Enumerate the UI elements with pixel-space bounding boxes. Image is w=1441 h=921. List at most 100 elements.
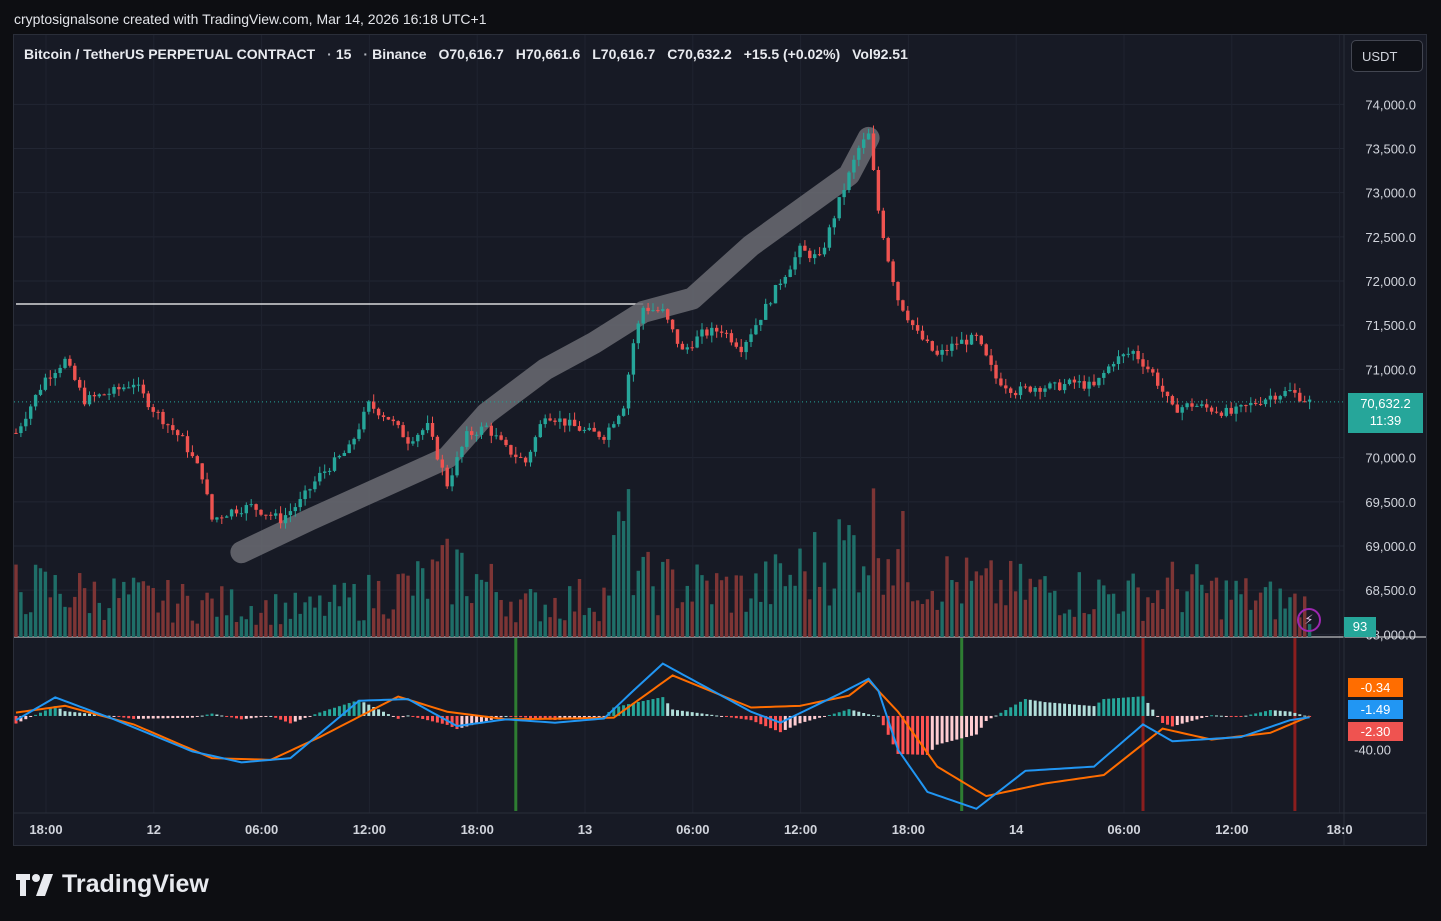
candle-body	[1249, 402, 1253, 406]
symbol-name[interactable]: Bitcoin / TetherUS PERPETUAL CONTRACT	[24, 46, 316, 62]
macd-histogram-bar	[852, 710, 856, 716]
volume-bar	[1097, 579, 1101, 637]
candle-body	[1053, 382, 1057, 384]
candle-body	[754, 325, 758, 335]
volume-bar	[494, 592, 498, 637]
volume-bar	[1283, 608, 1287, 637]
macd-histogram-bar	[323, 710, 327, 716]
macd-histogram-bar	[1092, 706, 1096, 716]
macd-histogram-bar	[141, 715, 145, 719]
candle-body	[739, 346, 743, 353]
candle-body	[1116, 356, 1121, 365]
candle-body	[102, 394, 106, 396]
candle-body	[484, 425, 489, 427]
macd-histogram-bar	[1268, 710, 1272, 716]
volume-bar	[1092, 609, 1096, 637]
volume-bar	[519, 599, 523, 637]
volume-bar	[509, 601, 513, 637]
interval-label[interactable]: 15	[335, 46, 352, 62]
signal-badge: -0.34	[1348, 678, 1403, 697]
macd-histogram-bar	[239, 715, 243, 720]
volume-bar	[1254, 600, 1258, 637]
candle-body	[597, 431, 601, 437]
volume-bar	[1121, 611, 1126, 637]
volume-bar	[430, 559, 435, 637]
macd-histogram-bar	[29, 715, 33, 718]
tradingview-wordmark: TradingView	[62, 870, 209, 898]
macd-histogram-bar	[597, 715, 601, 717]
volume-bar	[362, 620, 366, 637]
candle-body	[249, 504, 253, 506]
candle-body	[58, 367, 62, 374]
macd-histogram-bar	[215, 714, 219, 716]
macd-histogram-bar	[837, 712, 841, 716]
candle-body	[180, 435, 185, 437]
volume-bar	[323, 615, 327, 637]
macd-histogram-bar	[965, 715, 969, 738]
volume-bar	[739, 575, 743, 637]
macd-histogram-bar	[514, 715, 518, 717]
volume-bar	[935, 609, 939, 637]
time-tick-label: 12:00	[353, 822, 386, 837]
chart-panel[interactable]: 74,000.0 73,500.0 73,000.0 72,500.0 72,000.0…	[13, 34, 1427, 846]
volume-bar	[1205, 593, 1209, 637]
macd-histogram-bar	[284, 715, 287, 722]
lightning-icon[interactable]: ⚡	[1297, 608, 1321, 632]
tradingview-logo[interactable]: TradingView	[16, 870, 209, 899]
candle-body	[1263, 399, 1268, 405]
candle-body	[523, 457, 528, 463]
currency-button[interactable]: USDT	[1351, 40, 1423, 72]
macd-histogram-bar	[1190, 715, 1194, 721]
candle-body	[278, 513, 283, 524]
macd-histogram-bar	[636, 702, 640, 716]
volume-bar	[1200, 584, 1204, 637]
macd-histogram-bar	[73, 712, 77, 716]
macd-histogram-bar	[1161, 715, 1165, 723]
volume-bar	[945, 556, 949, 637]
candle-body	[729, 333, 734, 343]
macd-histogram-bar	[519, 715, 523, 718]
candle-body	[78, 379, 82, 388]
open-value: O70,616.7	[438, 46, 504, 62]
candle-body	[136, 384, 141, 386]
candle-body	[1013, 392, 1018, 396]
candle-body	[288, 511, 293, 516]
volume-bar	[200, 600, 204, 637]
volume-bar	[808, 599, 812, 637]
candle-body	[1244, 405, 1248, 407]
macd-histogram-bar	[406, 715, 410, 717]
macd-histogram-bar	[930, 715, 934, 750]
macd-histogram-bar	[92, 714, 96, 716]
macd-histogram-bar	[426, 715, 430, 721]
candle-body	[744, 341, 748, 353]
volume-bar	[1263, 587, 1268, 637]
volume-bar	[719, 580, 724, 637]
volume-bar	[484, 581, 489, 637]
macd-histogram-bar	[582, 715, 586, 718]
candle-body	[626, 374, 631, 409]
price-chart[interactable]: 74,000.0 73,500.0 73,000.0 72,500.0 72,000.0…	[14, 35, 1427, 846]
candle-body	[474, 434, 479, 436]
candle-body	[308, 489, 312, 491]
candle-body	[1131, 351, 1135, 354]
macd-histogram-bar	[318, 712, 322, 716]
candle-body	[372, 401, 376, 409]
macd-histogram-bar	[1009, 707, 1013, 716]
macd-histogram-bar	[602, 715, 606, 717]
candle-body	[1077, 381, 1081, 383]
volume-bar	[33, 564, 38, 637]
candle-body	[1087, 381, 1091, 389]
volume-bar	[1244, 578, 1248, 637]
macd-histogram-bar	[641, 701, 645, 716]
candle-body	[558, 418, 562, 422]
volume-bar	[254, 624, 258, 637]
candle-body	[303, 490, 307, 500]
macd-histogram-bar	[1131, 696, 1135, 716]
last-price-badge: 70,632.2 11:39	[1348, 393, 1423, 433]
volume-bar	[940, 601, 944, 637]
volume-bar	[455, 549, 459, 637]
candle-body	[563, 418, 567, 426]
volume-bar	[1067, 609, 1072, 637]
price-tick-label: 72,500.0	[1365, 230, 1416, 245]
candle-body	[1111, 364, 1116, 367]
